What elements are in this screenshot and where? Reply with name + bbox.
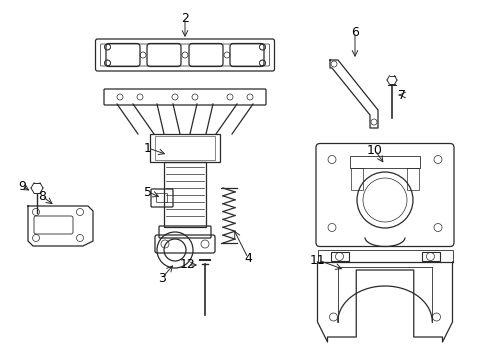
Text: 12: 12 [180,258,196,271]
Bar [317,250,451,262]
Text: 9: 9 [18,180,26,193]
Bar [406,167,418,189]
Bar [330,252,348,261]
Bar [155,136,215,160]
Text: 4: 4 [244,252,251,265]
Bar [163,162,205,227]
Text: 10: 10 [366,144,382,157]
Bar [349,156,419,167]
Text: 7: 7 [397,89,405,102]
Text: 6: 6 [350,26,358,39]
Bar [350,167,362,189]
Text: 3: 3 [158,271,165,284]
Text: 11: 11 [309,253,325,266]
Text: 2: 2 [181,12,188,24]
Bar [150,134,220,162]
Text: 1: 1 [144,141,152,154]
Text: 5: 5 [143,185,152,198]
Text: 8: 8 [38,189,46,202]
Bar [421,252,439,261]
